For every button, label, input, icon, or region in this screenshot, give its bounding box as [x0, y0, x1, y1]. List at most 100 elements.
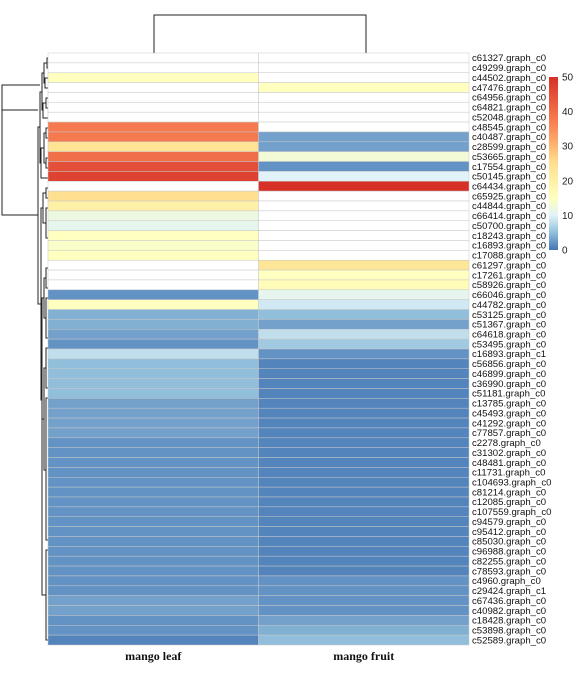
row-label: c49299.graph_c0: [472, 63, 546, 74]
heatmap-cell: [47, 52, 259, 64]
column-label: mango fruit: [333, 649, 394, 663]
colorbar-tick-label: 30: [562, 142, 574, 153]
heatmap-cell: [47, 536, 259, 547]
heatmap-cell: [258, 72, 470, 83]
heatmap-cell: [258, 625, 470, 636]
heatmap-cell: [258, 546, 470, 557]
heatmap-cell: [47, 368, 259, 379]
row-label: c107559.graph_c0: [472, 507, 551, 518]
heatmap-cell: [258, 457, 470, 468]
row-label: c17554.graph_c0: [472, 162, 546, 173]
heatmap-cell: [258, 240, 470, 251]
heatmap-cell: [258, 210, 470, 221]
row-label: c53898.graph_c0: [472, 626, 546, 637]
heatmap-cell: [47, 121, 259, 133]
row-label: c31302.graph_c0: [472, 448, 546, 459]
heatmap-cell: [258, 358, 470, 369]
heatmap-cell: [47, 496, 259, 508]
row-label: c96988.graph_c0: [472, 547, 546, 558]
heatmap-cell: [258, 595, 470, 606]
row-label: c41292.graph_c0: [472, 418, 546, 429]
heatmap-cell: [258, 427, 470, 439]
heatmap-cell: [258, 605, 470, 616]
heatmap-cell: [47, 417, 259, 429]
row-label: c53125.graph_c0: [472, 310, 546, 321]
row-label: c29424.graph_c1: [472, 586, 546, 597]
row-labels: c61327.graph_c0c49299.graph_c0c44502.gra…: [472, 53, 551, 646]
row-label: c53495.graph_c0: [472, 339, 546, 350]
heatmap-cell: [258, 398, 470, 409]
row-label: c53665.graph_c0: [472, 152, 546, 163]
heatmap-cell: [258, 299, 470, 310]
heatmap-cell: [47, 546, 259, 557]
colorbar-tick-label: 50: [562, 73, 574, 84]
row-label: c48481.graph_c0: [472, 458, 546, 469]
column-labels: mango leaf mango fruit: [125, 649, 394, 663]
row-label: c17088.graph_c0: [472, 251, 546, 262]
heatmap-cell: [47, 190, 259, 202]
heatmap-cell: [258, 171, 470, 182]
row-label: c61297.graph_c0: [472, 260, 546, 271]
heatmap-cell: [47, 240, 259, 251]
heatmap-cell: [47, 72, 259, 83]
heatmap-cell: [258, 329, 470, 340]
row-label: c40487.graph_c0: [472, 132, 546, 143]
row-dendrogram: [1, 57, 48, 641]
heatmap-cell: [47, 111, 259, 123]
heatmap-cell: [47, 348, 259, 360]
heatmap-cell: [47, 329, 259, 340]
heatmap-cell: [47, 477, 259, 488]
heatmap-cell: [47, 388, 259, 399]
heatmap-cell: [47, 516, 259, 527]
heatmap-cell: [47, 131, 259, 143]
heatmap-cell: [258, 437, 470, 448]
heatmap-cell: [258, 230, 470, 241]
heatmap-cell: [258, 269, 470, 281]
heatmap-cell: [47, 358, 259, 369]
heatmap-cell: [47, 427, 259, 439]
row-label: c11731.graph_c0: [472, 468, 545, 479]
row-label: c51181.graph_c0: [472, 389, 545, 400]
row-label: c48545.graph_c0: [472, 122, 546, 133]
row-label: c64956.graph_c0: [472, 93, 546, 104]
heatmap-cell: [47, 200, 259, 212]
heatmap-cell: [47, 585, 259, 596]
heatmap-cell: [258, 536, 470, 547]
heatmap-cell: [258, 111, 470, 123]
row-label: c64618.graph_c0: [472, 330, 546, 341]
heatmap-cell: [47, 565, 259, 577]
heatmap-cell: [258, 121, 470, 133]
heatmap-cell: [47, 220, 259, 231]
heatmap-cell: [258, 565, 470, 577]
heatmap-cell: [47, 634, 259, 646]
heatmap-cell: [47, 506, 259, 517]
row-label: c2278.graph_c0: [472, 438, 541, 449]
heatmap-cell: [47, 575, 259, 587]
heatmap-cell: [47, 250, 259, 261]
heatmap-cell: [47, 92, 259, 103]
colorbar-tick-label: 0: [562, 246, 568, 257]
heatmap-cell: [258, 496, 470, 508]
heatmap-cell: [47, 62, 259, 73]
colorbar-gradient: [549, 77, 558, 250]
heatmap-cell: [258, 407, 470, 419]
row-label: c50145.graph_c0: [472, 172, 546, 183]
heatmap-cell: [258, 526, 470, 537]
root-branch: [1, 84, 40, 216]
heatmap-cell: [258, 506, 470, 517]
heatmap-cell: [47, 102, 259, 113]
heatmap-cell: [47, 595, 259, 606]
heatmap-cell: [258, 634, 470, 646]
heatmap-cell: [258, 62, 470, 73]
colorbar-tick-label: 10: [562, 211, 574, 222]
heatmap-cell: [258, 585, 470, 596]
row-label: c36990.graph_c0: [472, 379, 546, 390]
row-label: c82255.graph_c0: [472, 556, 546, 567]
row-label: c52589.graph_c0: [472, 635, 546, 646]
heatmap-cell: [47, 437, 259, 448]
heatmap-cell: [47, 181, 259, 192]
heatmap-cell: [258, 82, 470, 93]
heatmap-cell: [47, 161, 259, 172]
row-label: c78593.graph_c0: [472, 566, 546, 577]
heatmap-cell: [47, 141, 259, 152]
